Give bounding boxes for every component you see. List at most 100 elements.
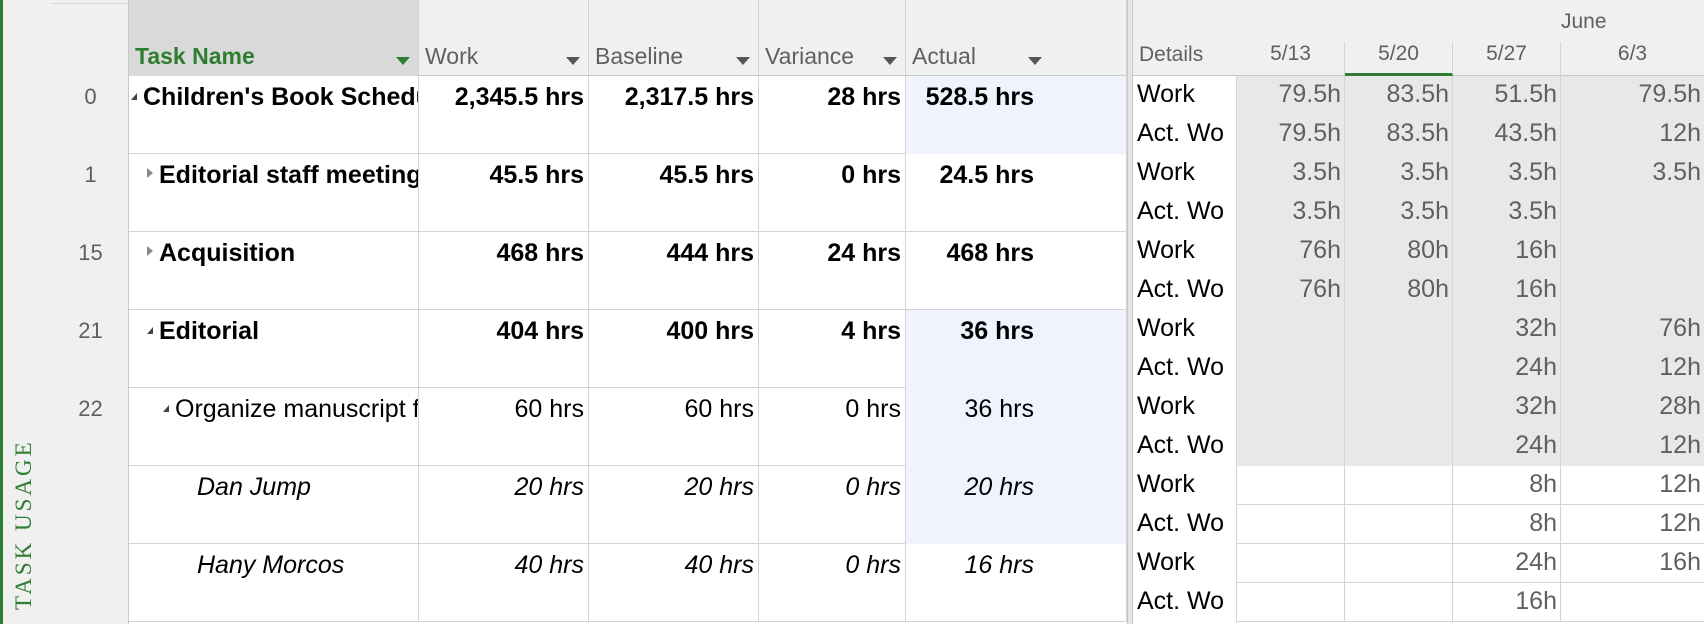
variance-cell[interactable]: 28 hrs (759, 76, 906, 154)
detail-label-cell[interactable]: Work (1133, 310, 1237, 349)
actual-cell[interactable]: 528.5 hrs (906, 76, 1127, 154)
task-name-cell[interactable]: Children's Book Schedu (129, 76, 419, 154)
task-name-cell[interactable]: Hany Morcos (129, 544, 419, 622)
detail-label-cell[interactable]: Work (1133, 466, 1237, 505)
timephased-cell[interactable]: 79.5h (1237, 76, 1345, 115)
actual-cell[interactable]: 36 hrs (906, 388, 1127, 466)
table-row[interactable]: 0 Children's Book Schedu 2,345.5 hrs 2,317.… (52, 76, 1127, 154)
timephased-cell[interactable]: 79.5h (1561, 76, 1704, 115)
timephased-cell[interactable]: 28h (1561, 388, 1704, 427)
timephased-cell[interactable]: 80h (1345, 271, 1453, 310)
work-cell[interactable]: 45.5 hrs (419, 154, 589, 232)
collapse-icon[interactable] (163, 405, 169, 412)
actual-cell[interactable]: 36 hrs (906, 310, 1127, 388)
work-cell[interactable]: 20 hrs (419, 466, 589, 544)
variance-cell[interactable]: 24 hrs (759, 232, 906, 310)
collapse-icon[interactable] (147, 327, 153, 334)
timephased-cell[interactable] (1345, 349, 1453, 388)
task-name-cell[interactable]: Editorial staff meeting (129, 154, 419, 232)
task-name-cell[interactable]: Organize manuscript fo (129, 388, 419, 466)
variance-cell[interactable]: 0 hrs (759, 466, 906, 544)
variance-cell[interactable]: 0 hrs (759, 544, 906, 622)
timephased-cell[interactable] (1345, 388, 1453, 427)
timephased-cell[interactable] (1345, 505, 1453, 544)
timephased-cell[interactable]: 83.5h (1345, 115, 1453, 154)
view-bar[interactable]: TASK USAGE (0, 0, 52, 624)
timephased-cell[interactable] (1561, 271, 1704, 310)
row-id[interactable] (52, 466, 129, 544)
timephased-cell[interactable]: 12h (1561, 427, 1704, 466)
detail-label-cell[interactable]: Act. Wo (1133, 193, 1237, 232)
timephased-cell[interactable] (1237, 466, 1345, 505)
table-row[interactable]: 15 Acquisition 468 hrs 444 hrs 24 hrs 468 hrs (52, 232, 1127, 310)
column-header-baseline[interactable]: Baseline (589, 0, 759, 76)
timephased-cell[interactable]: 12h (1561, 505, 1704, 544)
table-row[interactable]: Hany Morcos 40 hrs 40 hrs 0 hrs 16 hrs (52, 544, 1127, 622)
table-row[interactable]: 1 Editorial staff meeting 45.5 hrs 45.5 hrs… (52, 154, 1127, 232)
timephased-cell[interactable]: 12h (1561, 115, 1704, 154)
column-header-task-name[interactable]: Task Name (129, 0, 419, 76)
timephased-cell[interactable]: 3.5h (1561, 154, 1704, 193)
detail-label-cell[interactable]: Work (1133, 76, 1237, 115)
timephased-cell[interactable]: 12h (1561, 349, 1704, 388)
timephased-cell[interactable]: 3.5h (1237, 193, 1345, 232)
timephased-cell[interactable]: 83.5h (1345, 76, 1453, 115)
actual-cell[interactable]: 20 hrs (906, 466, 1127, 544)
table-row[interactable]: 21 Editorial 404 hrs 400 hrs 4 hrs 36 hrs (52, 310, 1127, 388)
row-id[interactable]: 0 (52, 76, 129, 154)
timephased-cell[interactable]: 16h (1561, 544, 1704, 583)
variance-cell[interactable]: 4 hrs (759, 310, 906, 388)
actual-cell[interactable]: 468 hrs (906, 232, 1127, 310)
timephased-cell[interactable]: 51.5h (1453, 76, 1561, 115)
work-cell[interactable]: 2,345.5 hrs (419, 76, 589, 154)
row-id[interactable]: 21 (52, 310, 129, 388)
row-id[interactable]: 22 (52, 388, 129, 466)
timephased-cell[interactable] (1237, 310, 1345, 349)
timephased-cell[interactable]: 3.5h (1453, 154, 1561, 193)
detail-label-cell[interactable]: Act. Wo (1133, 505, 1237, 544)
timephased-cell[interactable]: 12h (1561, 466, 1704, 505)
timephased-cell[interactable]: 24h (1453, 427, 1561, 466)
timephased-cell[interactable] (1345, 583, 1453, 622)
variance-cell[interactable]: 0 hrs (759, 388, 906, 466)
work-cell[interactable]: 60 hrs (419, 388, 589, 466)
baseline-cell[interactable]: 400 hrs (589, 310, 759, 388)
column-header-actual[interactable]: Actual (906, 0, 1127, 76)
chevron-down-icon[interactable] (1028, 57, 1042, 65)
baseline-cell[interactable]: 45.5 hrs (589, 154, 759, 232)
timephased-cell[interactable]: 76h (1237, 232, 1345, 271)
timephased-cell[interactable] (1345, 466, 1453, 505)
timephased-cell[interactable] (1345, 544, 1453, 583)
chevron-down-icon[interactable] (566, 57, 580, 65)
row-id[interactable]: 15 (52, 232, 129, 310)
task-name-cell[interactable]: Editorial (129, 310, 419, 388)
timephased-cell[interactable] (1237, 388, 1345, 427)
detail-label-cell[interactable]: Act. Wo (1133, 583, 1237, 622)
timephased-cell[interactable] (1237, 505, 1345, 544)
baseline-cell[interactable]: 2,317.5 hrs (589, 76, 759, 154)
work-cell[interactable]: 40 hrs (419, 544, 589, 622)
work-cell[interactable]: 404 hrs (419, 310, 589, 388)
timephased-cell[interactable] (1237, 427, 1345, 466)
timephased-cell[interactable]: 79.5h (1237, 115, 1345, 154)
timephased-cell[interactable]: 80h (1345, 232, 1453, 271)
detail-label-cell[interactable]: Work (1133, 154, 1237, 193)
task-name-cell[interactable]: Acquisition (129, 232, 419, 310)
row-id[interactable]: 1 (52, 154, 129, 232)
timephased-cell[interactable] (1561, 193, 1704, 232)
detail-label-cell[interactable]: Act. Wo (1133, 349, 1237, 388)
timephased-cell[interactable]: 24h (1453, 349, 1561, 388)
timephased-cell[interactable]: 16h (1453, 271, 1561, 310)
chevron-down-icon[interactable] (883, 57, 897, 65)
timephased-cell[interactable] (1345, 310, 1453, 349)
timephased-cell[interactable]: 8h (1453, 505, 1561, 544)
timephased-cell[interactable]: 3.5h (1453, 193, 1561, 232)
timephased-cell[interactable]: 32h (1453, 310, 1561, 349)
column-header-variance[interactable]: Variance (759, 0, 906, 76)
table-row[interactable]: 22 Organize manuscript fo 60 hrs 60 hrs 0 hr… (52, 388, 1127, 466)
baseline-cell[interactable]: 20 hrs (589, 466, 759, 544)
details-header[interactable]: Details (1139, 43, 1204, 66)
detail-label-cell[interactable]: Work (1133, 232, 1237, 271)
pane-splitter[interactable] (1127, 0, 1133, 624)
chevron-down-icon[interactable] (736, 57, 750, 65)
